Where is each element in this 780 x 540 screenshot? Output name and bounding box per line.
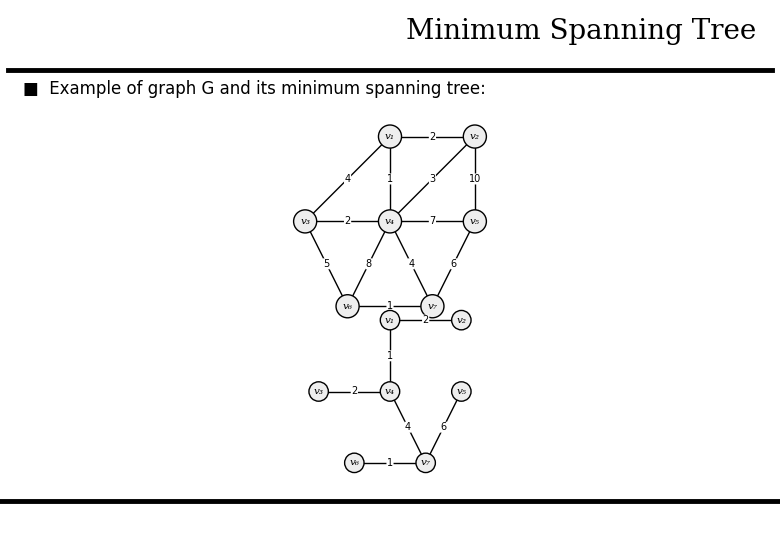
Circle shape <box>421 295 444 318</box>
Text: Programming, Data Structures and Algorithms  (Graph Algorithms): Programming, Data Structures and Algorit… <box>8 516 357 525</box>
Circle shape <box>378 125 402 148</box>
Text: v₅: v₅ <box>470 217 480 226</box>
Circle shape <box>452 310 471 330</box>
Circle shape <box>345 453 364 472</box>
Text: v₃: v₃ <box>314 387 324 396</box>
Text: Slide 51/63: Slide 51/63 <box>685 514 772 528</box>
Text: 7: 7 <box>429 217 435 226</box>
Text: 1: 1 <box>387 458 393 468</box>
Text: Minimum Spanning Tree: Minimum Spanning Tree <box>406 18 757 45</box>
Text: v₆: v₆ <box>349 458 360 467</box>
Circle shape <box>381 310 399 330</box>
Text: 2: 2 <box>423 315 429 325</box>
Text: v₂: v₂ <box>470 132 480 141</box>
Circle shape <box>452 382 471 401</box>
Text: 1: 1 <box>387 351 393 361</box>
Text: 2: 2 <box>429 132 435 141</box>
Circle shape <box>309 382 328 401</box>
Text: 4: 4 <box>408 259 414 269</box>
Text: v₃: v₃ <box>300 217 310 226</box>
Circle shape <box>463 210 487 233</box>
Text: 6: 6 <box>451 259 457 269</box>
Text: v₅: v₅ <box>456 387 466 396</box>
Text: 8: 8 <box>366 259 372 269</box>
Text: v₁: v₁ <box>385 132 395 141</box>
Circle shape <box>293 210 317 233</box>
Circle shape <box>463 125 487 148</box>
Text: 1: 1 <box>387 174 393 184</box>
Text: v₇: v₇ <box>427 302 438 310</box>
Text: 4: 4 <box>345 174 351 184</box>
Text: v₄: v₄ <box>385 217 395 226</box>
Text: 1: 1 <box>387 301 393 311</box>
Text: 6: 6 <box>441 422 447 432</box>
Circle shape <box>336 295 359 318</box>
Text: v₆: v₆ <box>342 302 353 310</box>
Circle shape <box>378 210 402 233</box>
Text: v₂: v₂ <box>456 316 466 325</box>
Text: ■  Example of graph G and its minimum spanning tree:: ■ Example of graph G and its minimum spa… <box>23 80 486 98</box>
Text: v₄: v₄ <box>385 387 395 396</box>
Text: 3: 3 <box>429 174 435 184</box>
Circle shape <box>381 382 399 401</box>
Text: 5: 5 <box>323 259 329 269</box>
Text: 10: 10 <box>469 174 481 184</box>
Text: 4: 4 <box>405 422 411 432</box>
Text: v₇: v₇ <box>420 458 431 467</box>
Text: 2: 2 <box>351 387 357 396</box>
Text: 2: 2 <box>345 217 351 226</box>
Text: v₁: v₁ <box>385 316 395 325</box>
Circle shape <box>416 453 435 472</box>
